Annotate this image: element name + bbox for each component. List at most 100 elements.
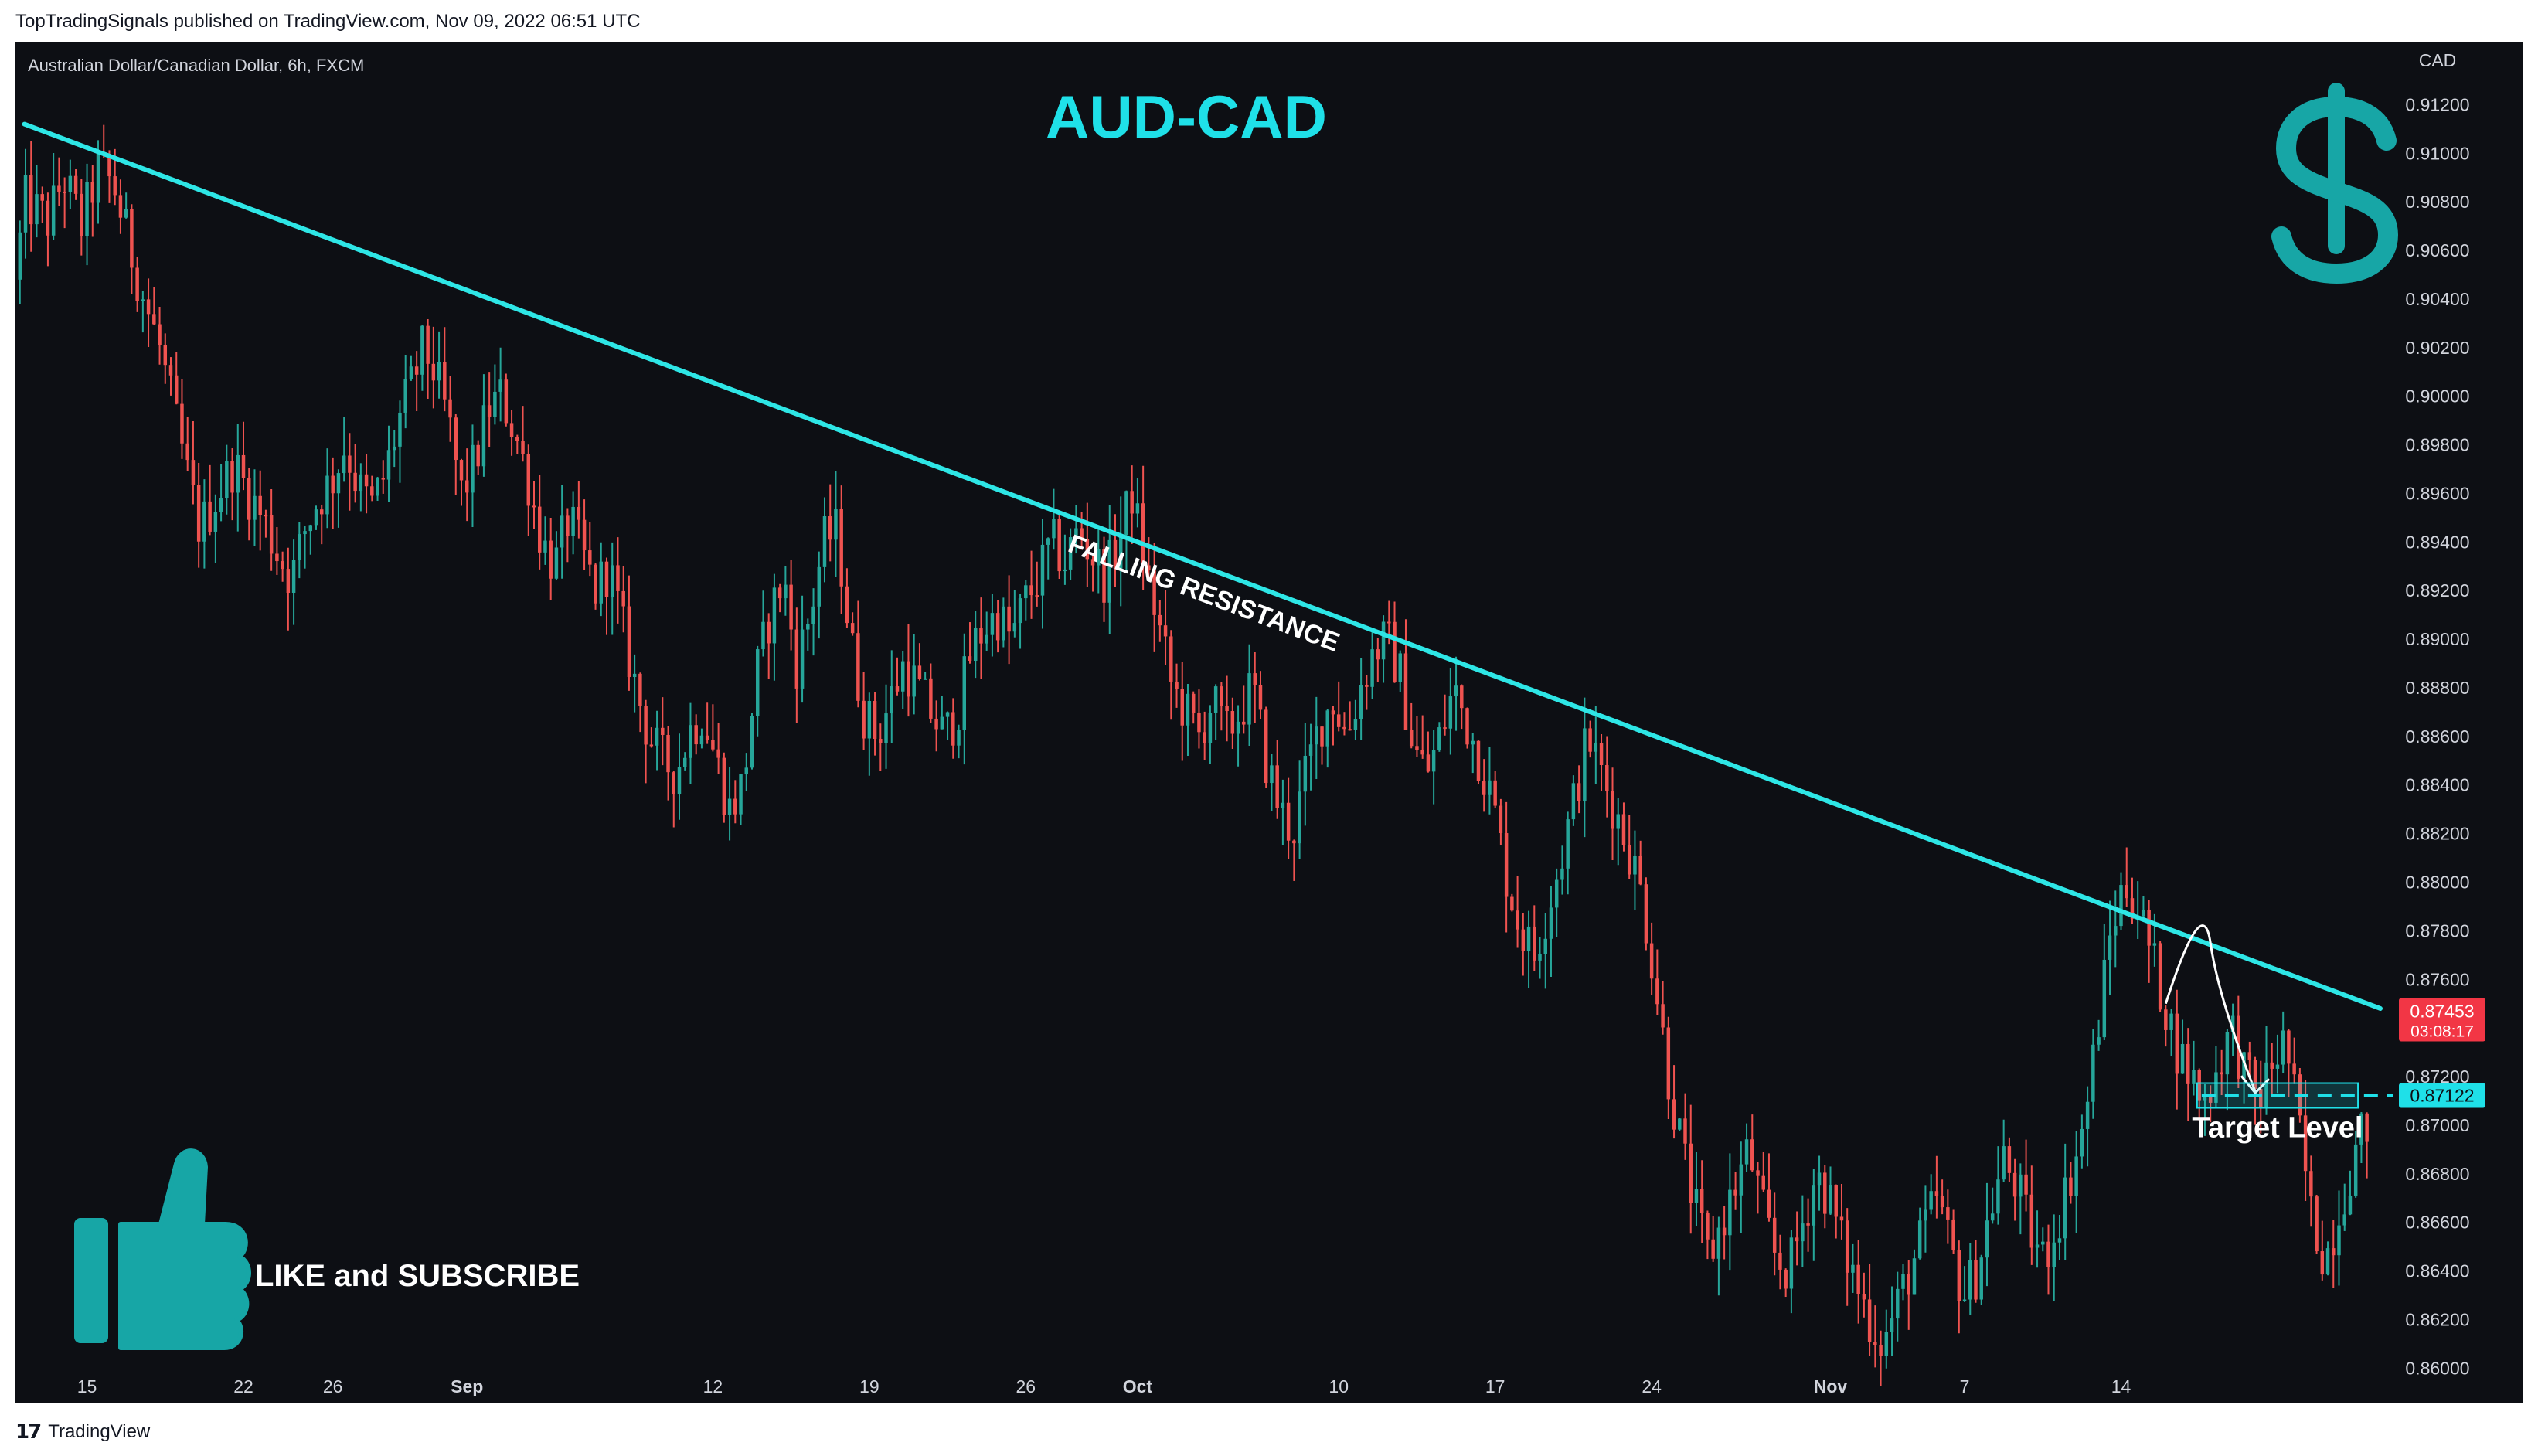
candle	[2085, 1101, 2090, 1129]
candle	[722, 757, 726, 815]
candle	[1488, 780, 1492, 795]
candle	[80, 193, 83, 236]
candle	[1213, 686, 1218, 713]
candle	[1789, 1237, 1794, 1289]
candle	[1510, 896, 1514, 911]
projection-layer: Target Level	[2164, 924, 2393, 1145]
candle	[2281, 1030, 2285, 1065]
candle	[1242, 721, 1246, 725]
candlestick-chart[interactable]: FALLING RESISTANCE Target Level CAD0.912…	[15, 42, 2523, 1403]
tradingview-logo-icon: 17	[15, 1420, 42, 1444]
candle	[2024, 1174, 2028, 1195]
candle	[1454, 685, 1458, 697]
candle	[1912, 1258, 1917, 1295]
candle	[532, 505, 536, 508]
tradingview-footer[interactable]: 17 TradingView	[15, 1419, 150, 1445]
candle	[180, 403, 184, 444]
candle	[303, 531, 307, 535]
price-tick-label: 0.86000	[2405, 1358, 2469, 1378]
candle	[1829, 1185, 1832, 1214]
candle	[1533, 926, 1536, 961]
candle	[616, 565, 620, 591]
candle	[957, 730, 961, 746]
chart-panel[interactable]: FALLING RESISTANCE Target Level CAD 0.912…	[15, 42, 2523, 1403]
candle	[1924, 1209, 1927, 1221]
last-price-tag[interactable]	[2399, 998, 2485, 1042]
candle	[35, 194, 39, 225]
candle	[1253, 673, 1257, 685]
candle	[2214, 1072, 2218, 1103]
candle	[1823, 1172, 1827, 1214]
candle	[2359, 1113, 2363, 1145]
price-tick-label: 0.88000	[2405, 872, 2469, 892]
candle	[1403, 653, 1408, 730]
candle	[1348, 729, 1352, 731]
candle	[1437, 727, 1441, 750]
falling-resistance-line[interactable]	[22, 121, 2383, 1011]
candle	[1845, 1220, 1849, 1273]
candle	[968, 656, 972, 662]
candle	[1767, 1189, 1771, 1218]
candle	[348, 455, 352, 473]
candle	[454, 417, 458, 461]
price-tick-label: 0.87600	[2405, 969, 2469, 989]
candle	[191, 460, 196, 485]
candle	[398, 412, 402, 447]
candle	[1147, 565, 1151, 571]
candle	[845, 586, 849, 624]
thumbs-up-icon[interactable]	[74, 1148, 251, 1350]
candle	[448, 399, 452, 418]
candle	[2332, 1248, 2336, 1256]
candle	[2125, 885, 2128, 899]
candle	[1398, 653, 1402, 682]
candle	[1611, 791, 1614, 829]
time-tick-label: Nov	[1814, 1376, 1848, 1396]
candle	[2169, 1013, 2173, 1030]
projection-arrow	[2164, 924, 2257, 1092]
candle	[1336, 714, 1341, 727]
like-subscribe-text[interactable]: LIKE and SUBSCRIBE	[255, 1259, 580, 1293]
candle	[381, 478, 386, 480]
candle	[431, 363, 436, 381]
price-tick-label: 0.89800	[2405, 435, 2469, 455]
candle	[1370, 649, 1374, 687]
candle	[1180, 688, 1184, 726]
candle	[1225, 706, 1229, 712]
candle	[2052, 1242, 2056, 1267]
candle	[29, 175, 33, 225]
candle	[481, 405, 486, 467]
target-price-tag[interactable]	[2399, 1083, 2485, 1108]
annotations-layer: Australian Dollar/Canadian Dollar, 6h, F…	[28, 56, 2399, 1350]
candle	[1448, 696, 1453, 729]
candle	[917, 665, 922, 679]
candle	[1046, 538, 1050, 545]
candle	[588, 550, 592, 565]
candle	[995, 613, 1000, 641]
candle	[2007, 1146, 2012, 1173]
candle	[414, 366, 419, 375]
candle	[2035, 1244, 2040, 1248]
candle	[1588, 728, 1592, 752]
candle	[1342, 726, 1346, 730]
candle	[46, 200, 50, 236]
candle	[1627, 845, 1631, 875]
candle	[1012, 623, 1017, 632]
time-axis[interactable]: 15 22 26 Sep 12 19 26 Oct 10 17 24 Nov 7 14	[77, 1376, 2131, 1396]
candle	[2142, 909, 2145, 917]
candle	[1415, 746, 1419, 750]
candle	[152, 314, 156, 325]
candle	[2220, 1072, 2223, 1075]
target-level-label: Target Level	[2192, 1112, 2363, 1145]
candle	[1560, 868, 1564, 880]
thumb-hand	[118, 1148, 251, 1350]
candle	[1359, 685, 1363, 719]
candle	[1264, 709, 1268, 784]
price-tick-label: 0.89600	[2405, 483, 2469, 503]
price-axis[interactable]: CAD 0.91200 0.91000 0.90800 0.90600 0.90400 0.…	[2399, 50, 2485, 1378]
candle	[912, 665, 916, 697]
price-tick-label: 0.90000	[2405, 386, 2469, 407]
candle	[281, 561, 284, 570]
candle	[2348, 1195, 2353, 1215]
candle	[1772, 1217, 1777, 1253]
price-tick-label: 0.88200	[2405, 824, 2469, 844]
